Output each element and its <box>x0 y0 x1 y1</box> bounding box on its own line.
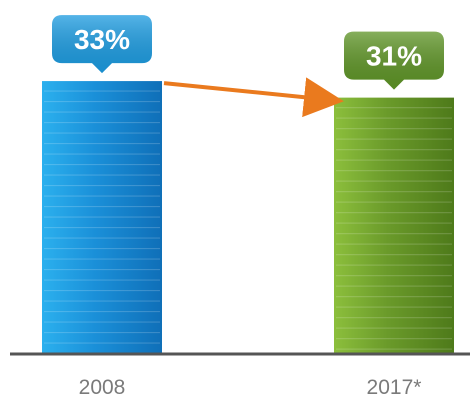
bar-2017 <box>334 97 454 355</box>
category-label: 2008 <box>79 376 126 399</box>
value-label: 31% <box>366 41 422 72</box>
bar-stripes <box>44 90 160 344</box>
bar-stripes <box>336 107 452 350</box>
value-label: 33% <box>74 24 130 55</box>
value-callout-sheen <box>344 31 444 90</box>
value-callout-sheen <box>52 15 152 74</box>
category-label: 2017* <box>367 376 422 399</box>
trend-arrow <box>163 77 344 118</box>
bar-2008 <box>42 81 162 354</box>
